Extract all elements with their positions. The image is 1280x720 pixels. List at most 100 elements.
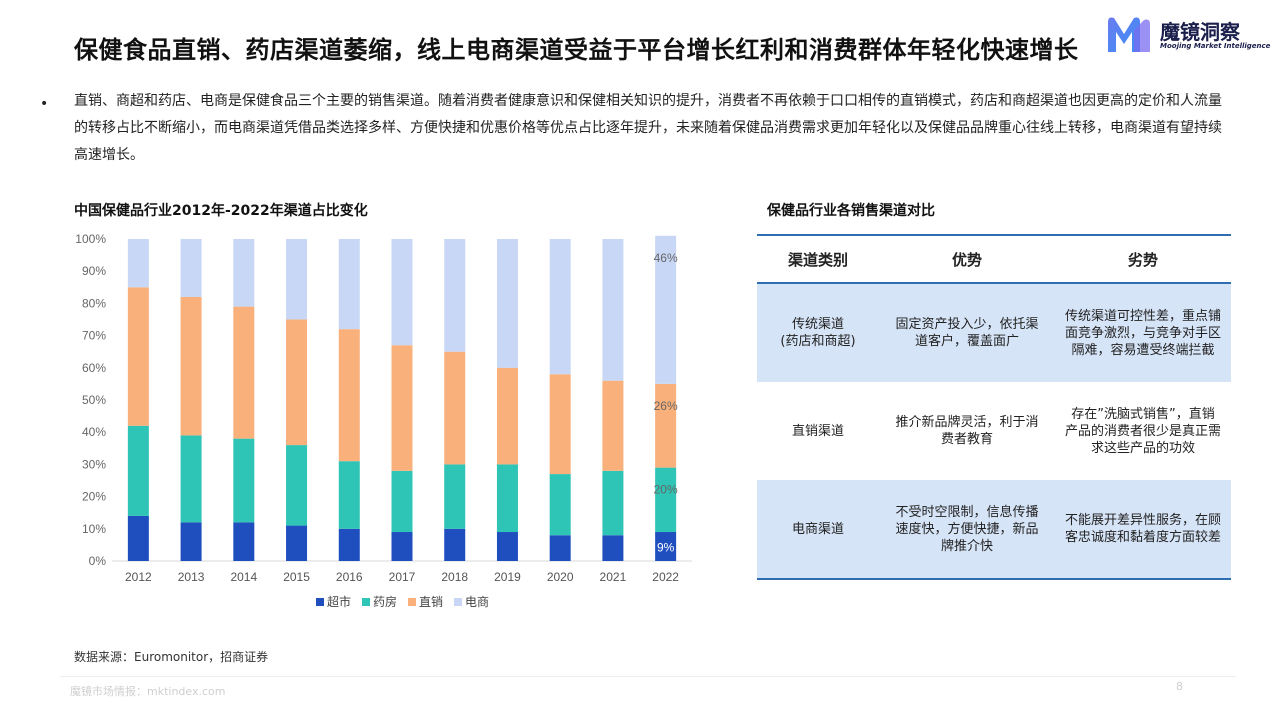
data-label: 20% — [654, 483, 678, 497]
bar-segment — [655, 532, 677, 561]
brand-logo: 魔镜洞察 Moojing Market Intelligence — [1104, 12, 1270, 62]
y-tick-label: 30% — [82, 457, 106, 471]
bar-segment — [602, 380, 624, 471]
table-cell-pros: 固定资产投入少，依托渠道客户，覆盖面广 — [879, 283, 1055, 382]
x-tick-label: 2012 — [125, 570, 152, 584]
table-cell-channel: 传统渠道 (药店和商超) — [757, 283, 879, 382]
bar-segment — [180, 435, 202, 523]
bar-segment — [127, 425, 149, 516]
y-tick-label: 20% — [82, 490, 106, 504]
x-tick-label: 2015 — [283, 570, 310, 584]
bar-segment — [496, 239, 518, 368]
data-label: 9% — [657, 541, 675, 555]
bar-segment — [549, 374, 571, 475]
bar-segment — [338, 239, 360, 330]
x-tick-label: 2014 — [230, 570, 257, 584]
bar-segment — [180, 239, 202, 297]
channel-comparison-table: 渠道类别 优势 劣势 传统渠道 (药店和商超) 固定资产投入少，依托渠道客户，覆… — [757, 234, 1231, 580]
table-cell-cons: 存在”洗脑式销售”，直销产品的消费者很少是真正需求这些产品的功效 — [1065, 406, 1222, 456]
bar-segment — [286, 445, 308, 526]
bar-segment — [286, 319, 308, 446]
y-tick-label: 50% — [82, 393, 106, 407]
x-tick-label: 2022 — [652, 570, 679, 584]
bar-segment — [233, 239, 255, 307]
y-tick-label: 0% — [89, 554, 107, 568]
x-tick-label: 2016 — [336, 570, 363, 584]
y-tick-label: 80% — [82, 296, 106, 310]
table-title: 保健品行业各销售渠道对比 — [767, 203, 935, 219]
bar-segment — [549, 239, 571, 375]
bar-segment — [338, 329, 360, 462]
x-tick-label: 2020 — [547, 570, 574, 584]
legend-swatch — [408, 598, 416, 606]
bar-segment — [127, 515, 149, 561]
table-cell-channel: 直销渠道 — [791, 423, 844, 439]
legend-label: 超市 — [327, 594, 351, 609]
y-tick-label: 60% — [82, 361, 106, 375]
y-tick-label: 90% — [82, 264, 106, 278]
data-label: 46% — [654, 251, 678, 265]
legend-label: 电商 — [465, 594, 489, 609]
bar-segment — [549, 474, 571, 536]
footer-site: 魔镜市场情报：mktindex.com — [70, 685, 226, 698]
bar-segment — [444, 528, 466, 561]
y-tick-label: 70% — [82, 329, 106, 343]
body-paragraph: 直销、商超和药店、电商是保健食品三个主要的销售渠道。随着消费者健康意识和保健相关… — [74, 93, 1222, 163]
bar-segment — [127, 239, 149, 288]
y-tick-label: 40% — [82, 425, 106, 439]
bar-segment — [602, 535, 624, 561]
legend-swatch — [362, 598, 370, 606]
x-tick-label: 2021 — [600, 570, 627, 584]
bar-segment — [233, 438, 255, 523]
bar-segment — [286, 239, 308, 320]
bar-segment — [180, 522, 202, 561]
bar-segment — [602, 239, 624, 381]
table-header-cons: 劣势 — [1055, 234, 1231, 284]
bar-segment — [496, 367, 518, 465]
bar-segment — [127, 287, 149, 426]
legend-swatch — [316, 598, 324, 606]
bar-segment — [391, 239, 413, 346]
table-cell-pros: 不受时空限制，信息传播速度快，方便快捷，新品牌推介快 — [879, 480, 1055, 580]
page-title: 保健食品直销、药店渠道萎缩，线上电商渠道受益于平台增长红利和消费群体年轻化快速增… — [74, 36, 1079, 64]
bullet-marker: • — [40, 96, 49, 112]
bar-segment — [549, 535, 571, 561]
bar-segment — [444, 351, 466, 465]
bar-segment — [602, 470, 624, 536]
bar-segment — [444, 239, 466, 352]
table-row: 电商渠道 不受时空限制，信息传播速度快，方便快捷，新品牌推介快 不能展开差异性服… — [757, 480, 1231, 580]
table-cell-cons: 传统渠道可控性差，重点铺面竞争激烈，与竞争对手区隔难，容易遭受终端拦截 — [1055, 283, 1231, 382]
table-row: 直销渠道 推介新品牌灵活，利于消费者教育 存在”洗脑式销售”，直销产品的消费者很… — [757, 382, 1231, 480]
chart-title: 中国保健品行业2012年-2022年渠道占比变化 — [74, 203, 368, 219]
table-row: 传统渠道 (药店和商超) 固定资产投入少，依托渠道客户，覆盖面广 传统渠道可控性… — [757, 283, 1231, 382]
x-tick-label: 2018 — [441, 570, 468, 584]
data-source: 数据来源：Euromonitor，招商证券 — [74, 650, 269, 664]
bar-segment — [496, 532, 518, 561]
bar-segment — [655, 467, 677, 533]
x-tick-label: 2017 — [389, 570, 416, 584]
bar-segment — [338, 528, 360, 561]
x-tick-label: 2013 — [178, 570, 205, 584]
legend-label: 直销 — [419, 595, 443, 609]
y-tick-label: 100% — [75, 232, 106, 246]
table-cell-cons: 不能展开差异性服务，在顾客忠诚度和黏着度方面较差 — [1055, 480, 1231, 580]
table-header-channel: 渠道类别 — [757, 234, 879, 284]
bar-segment — [655, 383, 677, 468]
bar-segment — [496, 464, 518, 533]
x-tick-label: 2019 — [494, 570, 521, 584]
y-tick-label: 10% — [82, 522, 106, 536]
stacked-bar-chart: 0% 10% 20% 30% 40% 50% 60% 70% 80% 90% 100% 2012 201… — [75, 232, 692, 609]
bar-segment — [286, 525, 308, 561]
logo-name: 魔镜洞察 — [1160, 20, 1240, 44]
bar-segment — [338, 461, 360, 529]
table-header-pros: 优势 — [879, 234, 1055, 284]
logo-mark-icon — [1108, 17, 1150, 52]
bar-segment — [391, 470, 413, 533]
legend-swatch — [454, 598, 462, 606]
footer-divider — [60, 676, 1236, 677]
bar-segment — [180, 296, 202, 436]
bar-segment — [233, 306, 255, 439]
legend-label: 药房 — [373, 594, 397, 609]
bar-segment — [233, 522, 255, 561]
logo-subtitle: Moojing Market Intelligence — [1160, 42, 1271, 50]
